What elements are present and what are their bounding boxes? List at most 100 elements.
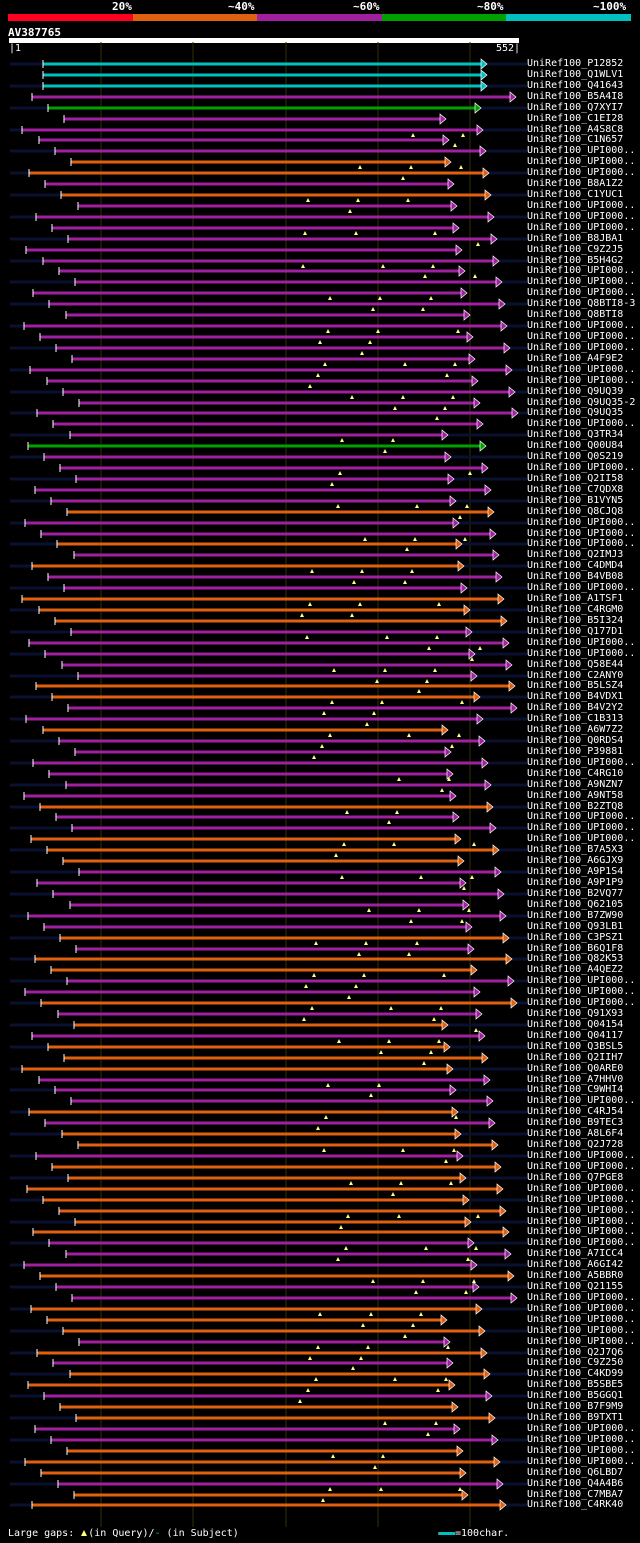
hit-label[interactable]: UniRef100_UPI000.. xyxy=(527,582,636,593)
hit-label[interactable]: UniRef100_Q3TR34 xyxy=(527,429,624,440)
hit-label[interactable]: UniRef100_Q6LBD7 xyxy=(527,1467,624,1478)
hit-label[interactable]: UniRef100_UPI000.. xyxy=(527,1194,636,1205)
hit-label[interactable]: UniRef100_C4KD99 xyxy=(527,1368,624,1379)
hit-row[interactable] xyxy=(10,124,527,137)
hit-label[interactable]: UniRef100_Q4A4B6 xyxy=(527,1478,624,1489)
hit-label[interactable]: UniRef100_B9TXT1 xyxy=(527,1412,624,1423)
hit-label[interactable]: UniRef100_UPI000.. xyxy=(527,822,636,833)
hit-label[interactable]: UniRef100_Q3BSL5 xyxy=(527,1041,624,1052)
hit-row[interactable] xyxy=(10,473,527,486)
hit-label[interactable]: UniRef100_C7MBA7 xyxy=(527,1489,624,1500)
hit-row[interactable] xyxy=(50,964,478,977)
hit-row[interactable] xyxy=(51,222,460,235)
hit-label[interactable]: UniRef100_A4S8C8 xyxy=(527,124,624,135)
hit-row[interactable] xyxy=(61,659,513,672)
hit-row[interactable] xyxy=(71,353,476,366)
hit-label[interactable]: UniRef100_A8L6F4 xyxy=(527,1128,624,1139)
hit-label[interactable]: UniRef100_UPI000.. xyxy=(527,517,636,528)
hit-row[interactable] xyxy=(10,1478,527,1491)
hit-row[interactable] xyxy=(31,1030,486,1043)
hit-label[interactable]: UniRef100_A9NZN7 xyxy=(527,779,624,790)
hit-row[interactable] xyxy=(10,1303,527,1316)
hit-label[interactable]: UniRef100_B8A1Z2 xyxy=(527,178,624,189)
hit-label[interactable]: UniRef100_Q0S219 xyxy=(527,451,624,462)
hit-label[interactable]: UniRef100_UPI000.. xyxy=(527,375,636,386)
hit-label[interactable]: UniRef100_Q9UQ39 xyxy=(527,386,624,397)
hit-row[interactable] xyxy=(77,1139,499,1152)
hit-label[interactable]: UniRef100_UPI000.. xyxy=(527,538,636,549)
hit-label[interactable]: UniRef100_Q41643 xyxy=(527,80,624,91)
hit-row[interactable] xyxy=(10,779,527,792)
hit-row[interactable] xyxy=(74,746,452,759)
hit-row[interactable] xyxy=(78,397,481,410)
hit-label[interactable]: UniRef100_C9Z250 xyxy=(527,1357,624,1368)
hit-label[interactable]: UniRef100_UPI000.. xyxy=(527,833,636,844)
hit-label[interactable]: UniRef100_Q62105 xyxy=(527,899,624,910)
hit-row[interactable] xyxy=(10,1456,527,1469)
hit-label[interactable]: UniRef100_C3PSZ1 xyxy=(527,932,624,943)
hit-row[interactable] xyxy=(10,1281,527,1294)
hit-label[interactable]: UniRef100_A7HHV0 xyxy=(527,1074,624,1085)
hit-label[interactable]: UniRef100_C1N657 xyxy=(527,134,624,145)
hit-label[interactable]: UniRef100_B4VDX1 xyxy=(527,691,624,702)
hit-row[interactable] xyxy=(10,801,527,814)
hit-row[interactable] xyxy=(10,1499,527,1511)
hit-label[interactable]: UniRef100_UPI000.. xyxy=(527,276,636,287)
hit-row[interactable] xyxy=(44,178,455,190)
hit-row[interactable] xyxy=(71,1292,518,1304)
hit-row[interactable] xyxy=(26,1183,504,1196)
hit-label[interactable]: UniRef100_C4RK40 xyxy=(527,1499,624,1510)
hit-label[interactable]: UniRef100_Q00U84 xyxy=(527,440,624,451)
hit-label[interactable]: UniRef100_A6GJX9 xyxy=(527,855,624,866)
hit-row[interactable] xyxy=(10,276,527,288)
hit-row[interactable] xyxy=(70,1095,494,1107)
hit-label[interactable]: UniRef100_C9WHI4 xyxy=(527,1084,624,1095)
hit-row[interactable] xyxy=(77,200,458,213)
hit-label[interactable]: UniRef100_B8JBA1 xyxy=(527,233,624,244)
hit-row[interactable] xyxy=(10,1172,527,1185)
hit-label[interactable]: UniRef100_UPI000.. xyxy=(527,287,636,298)
hit-label[interactable]: UniRef100_UPI000.. xyxy=(527,757,636,768)
hit-label[interactable]: UniRef100_UPI000.. xyxy=(527,975,636,986)
hit-label[interactable]: UniRef100_UPI000.. xyxy=(527,997,636,1008)
hit-row[interactable] xyxy=(10,451,527,463)
hit-row[interactable] xyxy=(10,1063,527,1075)
hit-row[interactable] xyxy=(10,626,527,639)
hit-label[interactable]: UniRef100_UPI000.. xyxy=(527,1150,636,1161)
hit-row[interactable] xyxy=(10,888,527,900)
hit-label[interactable]: UniRef100_C9Z2J5 xyxy=(527,244,624,255)
hit-row[interactable] xyxy=(10,189,527,202)
hit-row[interactable] xyxy=(10,386,527,399)
hit-row[interactable] xyxy=(10,1106,527,1119)
hit-label[interactable]: UniRef100_UPI000.. xyxy=(527,1161,636,1172)
hit-row[interactable] xyxy=(10,822,527,834)
hit-row[interactable] xyxy=(59,462,489,475)
hit-row[interactable] xyxy=(58,265,477,278)
hit-label[interactable]: UniRef100_Q2J728 xyxy=(527,1139,624,1150)
hit-row[interactable] xyxy=(73,549,500,561)
hit-label[interactable]: UniRef100_UPI000.. xyxy=(527,637,636,648)
hit-label[interactable]: UniRef100_UPI000.. xyxy=(527,1423,636,1434)
hit-row[interactable] xyxy=(32,1226,510,1238)
hit-label[interactable]: UniRef100_Q8BTI8 xyxy=(527,309,624,320)
hit-label[interactable]: UniRef100_UPI000.. xyxy=(527,1095,636,1106)
hit-row[interactable] xyxy=(10,58,527,70)
hit-row[interactable] xyxy=(25,244,463,256)
hit-row[interactable] xyxy=(10,407,527,420)
hit-label[interactable]: UniRef100_Q9UQ35-2 xyxy=(527,397,636,408)
hit-label[interactable]: UniRef100_UPI000.. xyxy=(527,1456,636,1467)
hit-label[interactable]: UniRef100_UPI000.. xyxy=(527,200,636,211)
hit-row[interactable] xyxy=(65,1248,512,1261)
hit-row[interactable] xyxy=(10,932,527,945)
hit-label[interactable]: UniRef100_Q58E44 xyxy=(527,659,624,670)
hit-row[interactable] xyxy=(10,844,527,857)
hit-row[interactable] xyxy=(10,167,527,180)
hit-label[interactable]: UniRef100_UPI000.. xyxy=(527,320,636,331)
hit-row[interactable] xyxy=(23,790,457,802)
hit-row[interactable] xyxy=(46,375,479,388)
hit-label[interactable]: UniRef100_C4DMD4 xyxy=(527,560,624,571)
hit-label[interactable]: UniRef100_UPI000.. xyxy=(527,1434,636,1445)
hit-row[interactable] xyxy=(40,1467,467,1479)
hit-row[interactable] xyxy=(42,724,461,737)
hit-label[interactable]: UniRef100_B1VYN5 xyxy=(527,495,624,506)
